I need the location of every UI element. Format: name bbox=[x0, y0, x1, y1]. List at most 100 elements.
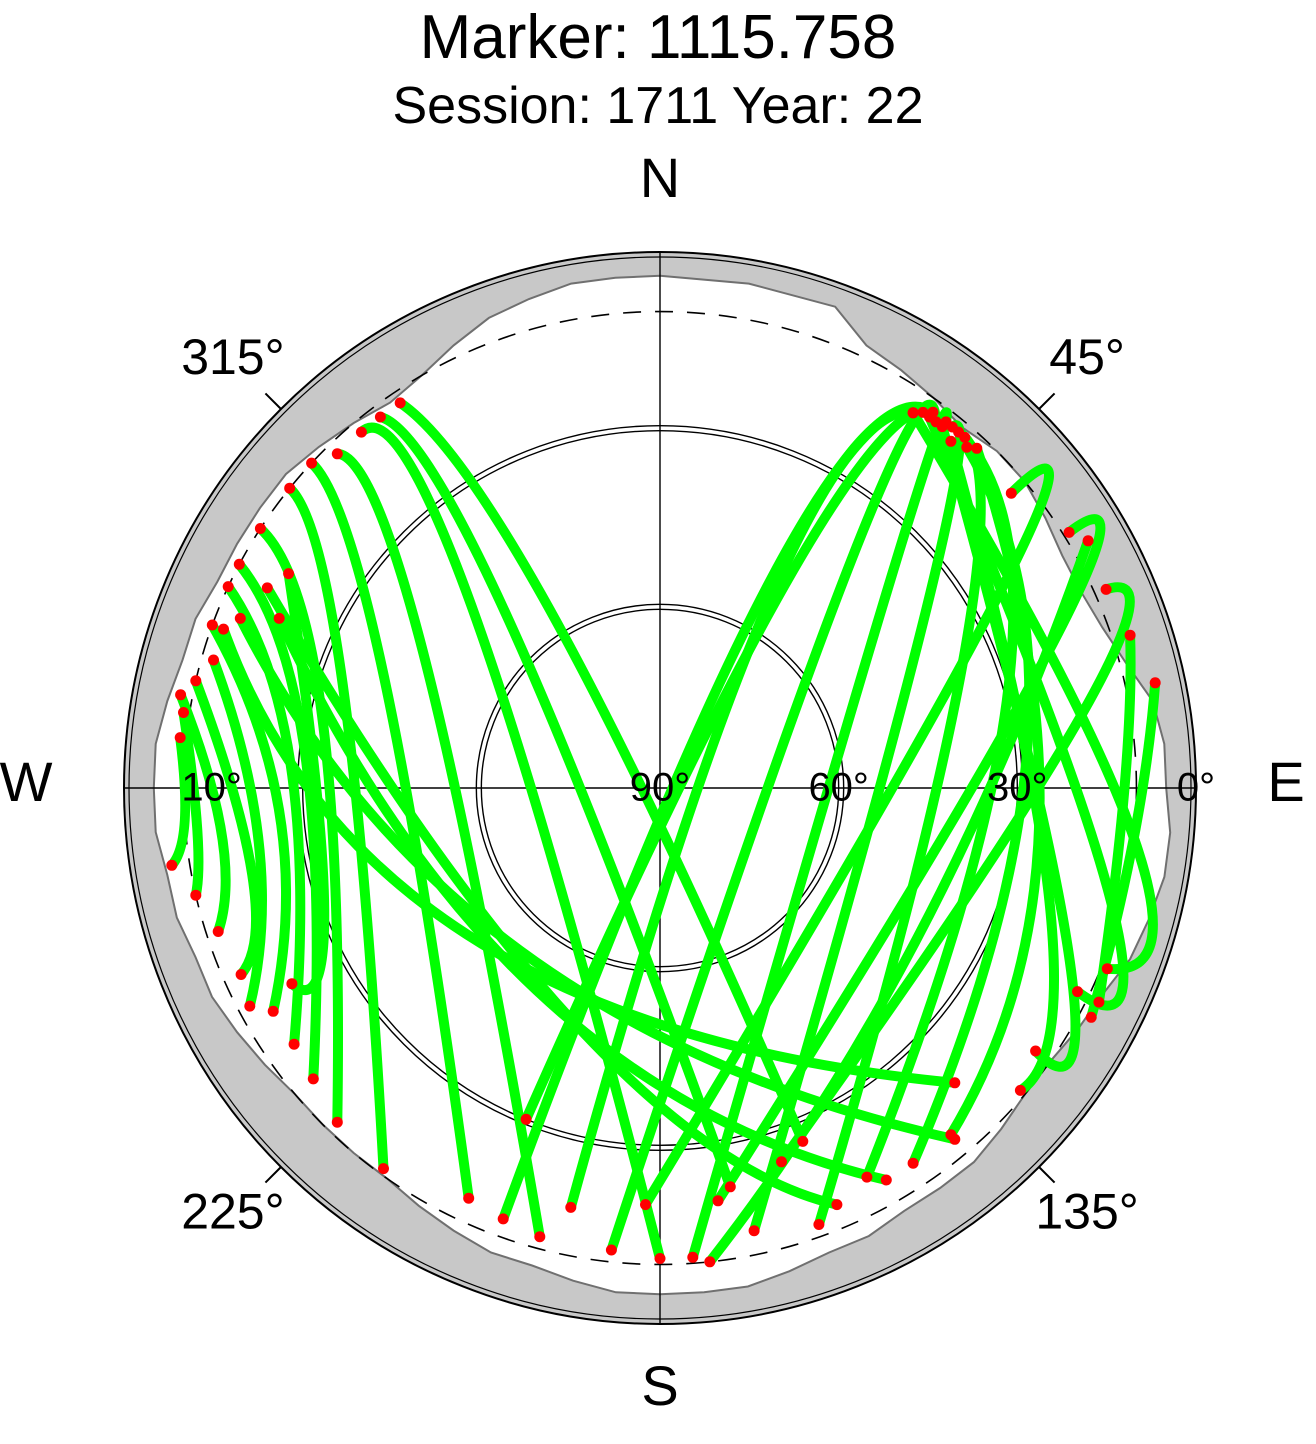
track-endpoint bbox=[936, 421, 948, 433]
satellite-track bbox=[283, 568, 330, 995]
track-endpoint bbox=[190, 675, 202, 687]
horizon-mask-edge bbox=[152, 274, 1172, 1296]
satellite-track bbox=[332, 448, 545, 1242]
east-label: E bbox=[1267, 750, 1304, 813]
track-endpoint bbox=[178, 707, 189, 718]
track-endpoint bbox=[463, 1192, 475, 1204]
azimuth-tick-225 bbox=[264, 1166, 282, 1184]
track-endpoint bbox=[605, 1244, 617, 1256]
track-endpoint bbox=[724, 1181, 736, 1193]
satellite-track bbox=[284, 483, 389, 1174]
track-endpoint bbox=[497, 1213, 509, 1225]
satellite-tracks bbox=[166, 397, 1161, 1268]
satellite-track bbox=[704, 535, 1094, 1267]
track-endpoint bbox=[1030, 1045, 1042, 1057]
track-endpoint bbox=[1014, 1084, 1026, 1096]
satellite-track bbox=[255, 523, 344, 1128]
track-endpoint bbox=[288, 1038, 300, 1050]
track-endpoint bbox=[175, 689, 187, 701]
satellite-track bbox=[218, 624, 960, 1088]
track-endpoint bbox=[206, 619, 218, 631]
south-label: S bbox=[641, 1354, 678, 1417]
track-endpoint bbox=[244, 1000, 256, 1012]
satellite-track bbox=[262, 582, 842, 1210]
satellite-track bbox=[606, 399, 941, 1255]
track-endpoint bbox=[218, 623, 229, 635]
track-endpoint bbox=[565, 1201, 577, 1213]
elevation-label-10-west: 10° bbox=[181, 766, 242, 810]
track-endpoint bbox=[331, 448, 343, 460]
track-endpoint bbox=[712, 1195, 724, 1207]
track-endpoint bbox=[394, 397, 406, 409]
track-endpoint bbox=[283, 568, 295, 580]
track-endpoint bbox=[704, 1256, 716, 1268]
satellite-track bbox=[190, 675, 262, 980]
track-endpoint bbox=[831, 1199, 843, 1211]
satellite-track bbox=[175, 689, 231, 937]
track-endpoint bbox=[284, 482, 296, 494]
track-endpoint bbox=[961, 441, 973, 453]
track-endpoint bbox=[374, 411, 386, 423]
satellite-track bbox=[178, 707, 204, 901]
elevation-label-30: 30° bbox=[987, 766, 1048, 810]
track-endpoint bbox=[166, 859, 178, 871]
track-endpoint bbox=[378, 1163, 389, 1175]
satellite-track bbox=[306, 458, 474, 1204]
track-endpoint bbox=[286, 978, 298, 990]
track-endpoint bbox=[233, 558, 245, 570]
track-endpoint bbox=[534, 1231, 546, 1243]
track-endpoint bbox=[1124, 629, 1136, 641]
track-endpoint bbox=[813, 1219, 825, 1230]
track-endpoint bbox=[261, 582, 273, 594]
track-endpoint bbox=[1100, 583, 1112, 595]
track-endpoint bbox=[945, 435, 957, 447]
satellite-track bbox=[937, 421, 1081, 1072]
satellite-track bbox=[395, 397, 808, 1147]
elevation-label-90: 90° bbox=[630, 766, 691, 810]
track-endpoint bbox=[273, 612, 285, 624]
chart-title: Marker: 1115.758 bbox=[419, 3, 897, 72]
track-endpoint bbox=[1085, 1011, 1097, 1023]
track-endpoint bbox=[1082, 535, 1094, 547]
track-endpoint bbox=[924, 411, 935, 423]
elevation-label-60: 60° bbox=[808, 766, 869, 810]
track-endpoint bbox=[776, 1156, 787, 1168]
track-endpoint bbox=[174, 732, 186, 744]
track-endpoint bbox=[331, 1116, 343, 1128]
track-endpoint bbox=[945, 1129, 957, 1141]
azimuth-tick-45 bbox=[1038, 392, 1056, 410]
track-endpoint bbox=[235, 969, 247, 980]
track-endpoint bbox=[234, 612, 246, 624]
track-endpoint bbox=[355, 426, 367, 438]
track-endpoint bbox=[306, 457, 318, 469]
track-endpoint bbox=[190, 889, 202, 901]
azimuth-tick-135 bbox=[1038, 1166, 1056, 1184]
track-endpoint bbox=[971, 442, 983, 454]
satellite-track bbox=[776, 582, 1135, 1167]
track-endpoint bbox=[1005, 487, 1017, 499]
azimuth-tick-315 bbox=[264, 392, 282, 410]
track-endpoint bbox=[907, 1157, 919, 1169]
horizon-mask bbox=[124, 252, 1196, 1324]
track-endpoint bbox=[880, 1174, 892, 1186]
track-endpoint bbox=[307, 1073, 319, 1085]
satellite-track bbox=[208, 655, 267, 1012]
azimuth-label-225: 225° bbox=[181, 1183, 284, 1239]
track-endpoint bbox=[687, 1251, 699, 1263]
track-endpoint bbox=[254, 523, 266, 534]
track-endpoint bbox=[267, 1005, 279, 1017]
track-endpoint bbox=[222, 581, 234, 593]
satellite-track bbox=[166, 732, 191, 871]
axis-labels: N S E W 45° 135° 225° 315° 90° 60° 30° 0° 10° bbox=[0, 146, 1305, 1417]
elevation-label-0: 0° bbox=[1177, 766, 1215, 810]
track-endpoint bbox=[1101, 963, 1113, 975]
track-endpoint bbox=[212, 926, 224, 937]
track-endpoint bbox=[1063, 526, 1075, 538]
track-endpoint bbox=[861, 1171, 873, 1183]
track-endpoint bbox=[959, 431, 971, 443]
chart-subtitle: Session: 1711 Year: 22 bbox=[392, 77, 924, 135]
azimuth-label-315: 315° bbox=[181, 329, 284, 385]
satellite-track bbox=[356, 422, 665, 1264]
track-endpoint bbox=[907, 407, 919, 419]
